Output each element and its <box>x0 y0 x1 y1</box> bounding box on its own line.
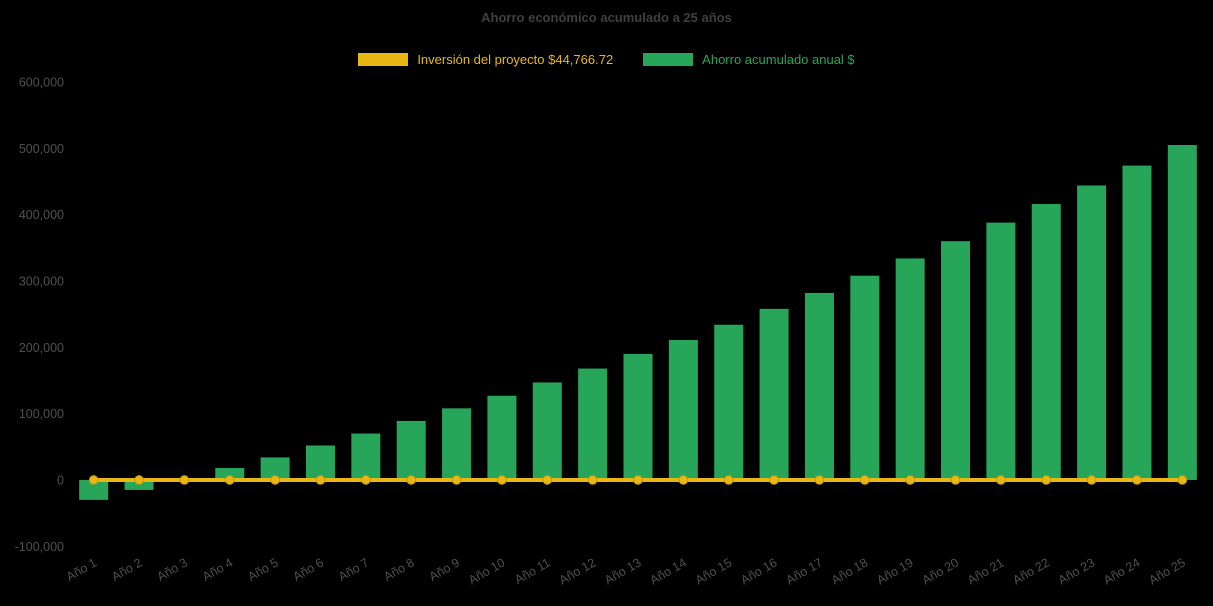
y-tick-label: 300,000 <box>19 274 64 288</box>
x-tick-label: Año 10 <box>466 555 507 587</box>
legend-label-savings: Ahorro acumulado anual $ <box>702 52 855 67</box>
line-marker <box>678 475 689 485</box>
y-tick-label: 600,000 <box>19 76 64 90</box>
line-marker <box>1177 475 1188 485</box>
bar-año-23 <box>1077 185 1107 480</box>
line-marker <box>814 475 825 485</box>
y-tick-label: 200,000 <box>19 341 64 355</box>
bar-año-12 <box>578 368 608 480</box>
line-marker <box>860 475 870 485</box>
bar-año-13 <box>623 353 653 480</box>
x-tick-label: Año 1 <box>64 555 99 583</box>
line-marker <box>542 475 553 485</box>
line-marker <box>633 475 643 485</box>
bar-año-10 <box>487 395 517 480</box>
x-tick-label: Año 14 <box>648 555 689 587</box>
x-tick-label: Año 6 <box>291 555 326 583</box>
bar-año-7 <box>351 433 381 480</box>
bar-año-14 <box>668 340 698 480</box>
x-tick-label: Año 13 <box>602 555 643 587</box>
legend: Inversión del proyecto $44,766.72 Ahorro… <box>0 52 1213 67</box>
x-tick-label: Año 18 <box>829 555 870 587</box>
x-tick-label: Año 8 <box>381 555 416 583</box>
line-marker <box>1041 475 1052 485</box>
x-tick-label: Año 3 <box>155 555 190 583</box>
x-tick-label: Año 5 <box>245 555 280 583</box>
legend-item-savings[interactable]: Ahorro acumulado anual $ <box>643 52 855 67</box>
x-tick-label: Año 12 <box>557 555 598 587</box>
bar-año-24 <box>1122 165 1152 480</box>
y-tick-label: 400,000 <box>19 208 64 222</box>
bar-año-17 <box>804 292 834 480</box>
bar-año-19 <box>895 258 925 480</box>
bar-año-16 <box>759 308 789 480</box>
chart-title: Ahorro económico acumulado a 25 años <box>481 10 732 25</box>
legend-swatch-savings-icon <box>643 53 694 66</box>
line-marker <box>996 475 1006 485</box>
x-tick-label: Año 20 <box>920 555 961 587</box>
line-marker <box>134 475 144 485</box>
legend-swatch-investment-icon <box>358 53 409 66</box>
x-tick-label: Año 2 <box>109 555 144 583</box>
line-marker <box>1132 475 1142 485</box>
x-tick-label: Año 11 <box>512 555 553 586</box>
line-marker <box>497 475 507 485</box>
bar-año-25 <box>1167 145 1197 480</box>
bar-año-6 <box>305 445 335 480</box>
line-marker <box>451 475 462 485</box>
line-marker <box>270 475 280 485</box>
line-marker <box>88 475 99 485</box>
line-marker <box>224 475 235 485</box>
bar-año-18 <box>850 275 880 480</box>
bar-año-21 <box>986 222 1016 480</box>
line-marker <box>905 475 915 485</box>
x-tick-label: Año 21 <box>965 555 1006 587</box>
x-tick-label: Año 22 <box>1010 555 1051 587</box>
bar-año-15 <box>714 324 744 480</box>
bar-año-2 <box>124 479 154 490</box>
bar-año-22 <box>1031 204 1061 480</box>
legend-label-investment: Inversión del proyecto $44,766.72 <box>417 52 614 67</box>
bar-año-4 <box>215 468 245 480</box>
bar-año-5 <box>260 457 290 480</box>
x-tick-label: Año 9 <box>427 555 462 583</box>
line-marker <box>179 475 190 485</box>
bar-año-8 <box>396 420 426 480</box>
bar-año-1 <box>79 479 109 500</box>
bar-año-9 <box>442 408 472 480</box>
x-tick-label: Año 19 <box>874 555 915 587</box>
line-marker <box>769 475 779 485</box>
line-marker <box>950 475 961 485</box>
x-tick-label: Año 24 <box>1101 555 1142 587</box>
y-tick-label: 0 <box>57 473 64 487</box>
legend-item-investment[interactable]: Inversión del proyecto $44,766.72 <box>358 52 613 67</box>
x-tick-label: Año 23 <box>1056 555 1097 587</box>
line-marker <box>406 475 417 485</box>
x-tick-label: Año 4 <box>200 555 235 583</box>
y-tick-label: 500,000 <box>19 142 64 156</box>
x-tick-label: Año 15 <box>693 555 734 587</box>
x-tick-label: Año 7 <box>336 555 371 583</box>
line-marker <box>723 475 734 485</box>
y-tick-label: 100,000 <box>19 407 64 421</box>
x-tick-label: Año 25 <box>1147 555 1188 587</box>
line-marker <box>361 475 371 485</box>
line-marker <box>587 475 598 485</box>
bar-año-11 <box>532 382 562 480</box>
line-marker <box>1086 475 1097 485</box>
line-marker <box>315 475 326 485</box>
x-tick-label: Año 17 <box>784 555 825 587</box>
y-tick-label: -100,000 <box>15 540 64 554</box>
x-tick-label: Año 16 <box>738 555 779 587</box>
bar-año-20 <box>941 241 971 480</box>
